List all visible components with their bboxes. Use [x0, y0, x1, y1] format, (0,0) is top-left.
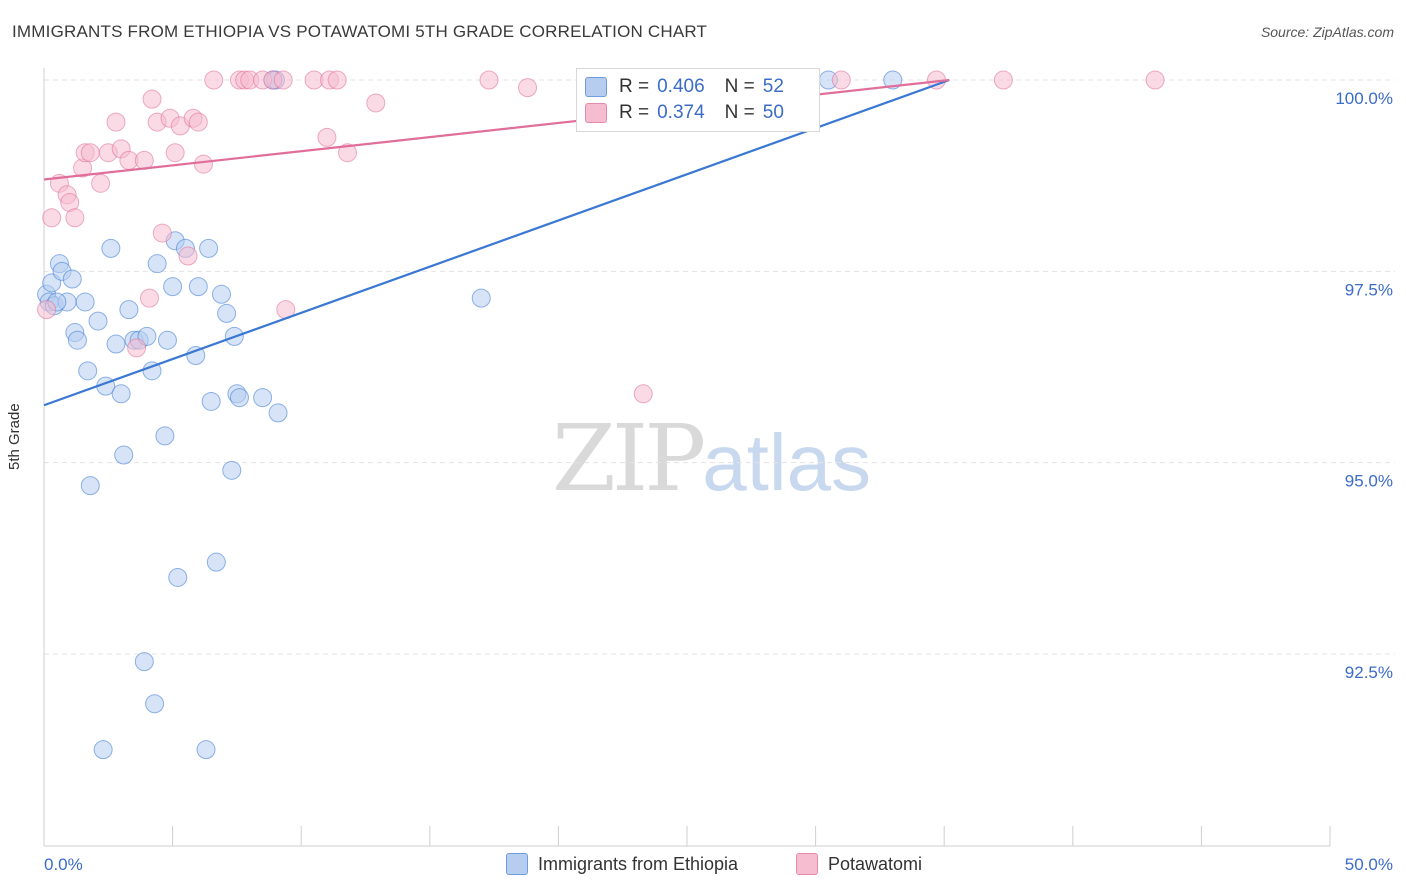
ethiopia-point — [111, 384, 131, 404]
potawatomi-point — [152, 223, 172, 243]
ethiopia-point — [75, 292, 95, 312]
ethiopia-point — [157, 330, 177, 350]
r-label: R = — [619, 76, 650, 97]
n-value: 52 — [762, 76, 784, 97]
ethiopia-point — [101, 238, 121, 258]
potawatomi-point — [193, 154, 213, 174]
bottom-legend-ethiopia: Immigrants from Ethiopia — [506, 852, 738, 876]
ethiopia-swatch — [585, 77, 607, 97]
ethiopia-point — [80, 476, 100, 496]
y-tick-label: 97.5% — [1345, 280, 1393, 299]
ethiopia-point — [229, 388, 249, 408]
ethiopia-legend-swatch — [506, 853, 528, 875]
potawatomi-point — [273, 70, 293, 90]
ethiopia-point — [211, 284, 231, 304]
ethiopia-point — [78, 361, 98, 381]
potawatomi-point — [337, 143, 357, 163]
legend-row-ethiopia: R = 0.406 N = 52 — [585, 75, 784, 99]
ethiopia-point — [201, 391, 221, 411]
potawatomi-point — [317, 127, 337, 147]
ethiopia-point — [155, 426, 175, 446]
legend-row-potawatomi: R = 0.374 N = 50 — [585, 101, 784, 125]
ethiopia-point — [145, 694, 165, 714]
ethiopia-point — [119, 300, 139, 320]
potawatomi-point — [633, 384, 653, 404]
ethiopia-point — [883, 70, 903, 90]
ethiopia-point — [88, 311, 108, 331]
potawatomi-point — [139, 288, 159, 308]
potawatomi-swatch — [585, 103, 607, 123]
potawatomi-point — [204, 70, 224, 90]
ethiopia-point — [196, 740, 216, 760]
source-label: Source: ZipAtlas.com — [1260, 24, 1394, 40]
r-label: R = — [619, 102, 650, 123]
ethiopia-point — [268, 403, 288, 423]
ethiopia-point — [134, 652, 154, 672]
ethiopia-point — [186, 346, 206, 366]
r-value: 0.406 — [657, 76, 705, 97]
ethiopia-point — [93, 740, 113, 760]
x-tick-label: 0.0% — [44, 855, 83, 874]
y-tick-label: 95.0% — [1345, 472, 1393, 491]
potawatomi-legend-swatch — [796, 853, 818, 875]
potawatomi-point — [1145, 70, 1165, 90]
potawatomi-point — [366, 93, 386, 113]
ethiopia-trendline — [43, 78, 950, 407]
ethiopia-point — [222, 460, 242, 480]
ethiopia-point — [199, 238, 219, 258]
potawatomi-legend-label: Potawatomi — [828, 853, 923, 874]
potawatomi-point — [42, 208, 62, 228]
ethiopia-point — [163, 277, 183, 297]
correlation-legend: R = 0.406 N = 52 R = 0.374 N = 50 — [576, 68, 820, 132]
potawatomi-point — [178, 246, 198, 266]
ethiopia-point — [188, 277, 208, 297]
potawatomi-point — [479, 70, 499, 90]
y-tick-label: 100.0% — [1335, 89, 1393, 108]
watermark: ZIPatlas — [552, 405, 871, 512]
bottom-legend-potawatomi: Potawatomi — [796, 852, 922, 876]
r-value: 0.374 — [657, 102, 705, 123]
potawatomi-point — [518, 78, 538, 98]
potawatomi-point — [106, 112, 126, 132]
n-value: 50 — [762, 102, 784, 123]
chart-title: IMMIGRANTS FROM ETHIOPIA VS POTAWATOMI 5… — [12, 22, 708, 41]
n-label: N = — [724, 76, 755, 97]
ethiopia-point — [206, 552, 226, 572]
ethiopia-point — [217, 303, 237, 323]
ethiopia-point — [168, 567, 188, 587]
ethiopia-point — [67, 330, 87, 350]
y-tick-label: 92.5% — [1345, 663, 1393, 682]
potawatomi-point — [65, 208, 85, 228]
ethiopia-point — [106, 334, 126, 354]
potawatomi-point — [831, 70, 851, 90]
x-tick-label: 50.0% — [1345, 855, 1393, 874]
potawatomi-point — [188, 112, 208, 132]
n-label: N = — [724, 102, 755, 123]
potawatomi-point — [134, 150, 154, 170]
potawatomi-point — [327, 70, 347, 90]
potawatomi-point — [142, 89, 162, 109]
potawatomi-point — [80, 143, 100, 163]
ethiopia-legend-label: Immigrants from Ethiopia — [538, 853, 739, 874]
ethiopia-point — [147, 254, 167, 274]
ethiopia-point — [62, 269, 82, 289]
potawatomi-point — [127, 338, 147, 358]
potawatomi-point — [165, 143, 185, 163]
potawatomi-point — [91, 173, 111, 193]
ethiopia-point — [253, 388, 273, 408]
potawatomi-point — [37, 300, 57, 320]
watermark-zip: ZIP — [552, 405, 706, 512]
ethiopia-point — [114, 445, 134, 465]
potawatomi-point — [993, 70, 1013, 90]
ethiopia-point — [471, 288, 491, 308]
